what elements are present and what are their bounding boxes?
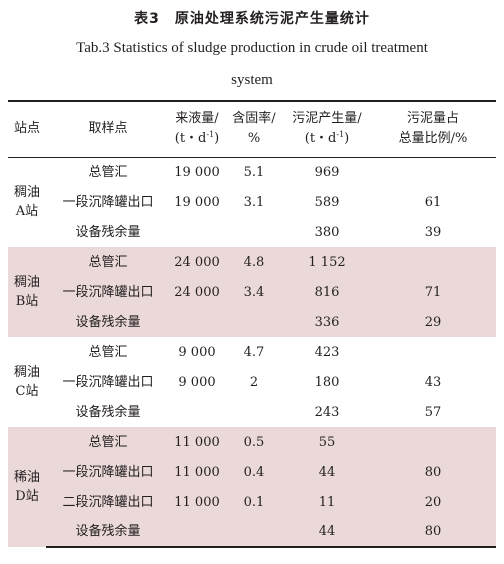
inflow-cell: 24 000 (170, 247, 224, 277)
station-cell: 稠油 A站 (13, 185, 40, 220)
table-row: 一段沉降罐出口 11 000 0.4 44 80 (8, 457, 496, 487)
sludge-cell: 336 (284, 307, 370, 337)
solid-content-cell: 0.1 (224, 487, 284, 517)
sludge-cell: 11 (284, 487, 370, 517)
ratio-cell (370, 157, 496, 187)
sample-point-cell: 一段沉降罐出口 (62, 374, 154, 390)
sample-point-cell: 设备残余量 (46, 517, 170, 548)
ratio-cell: 20 (370, 487, 496, 517)
sludge-cell: 44 (284, 457, 370, 487)
table-row: 设备残余量 336 29 (8, 307, 496, 337)
station-cell: 稠油 C站 (13, 365, 40, 399)
ratio-cell: 43 (424, 374, 442, 390)
station-cell: 稠油 B站 (8, 247, 46, 337)
ratio-cell: 80 (370, 517, 496, 548)
inflow-cell: 11 000 (170, 487, 224, 517)
sample-point-cell: 总管汇 (88, 344, 128, 360)
solid-content-cell: 5.1 (243, 164, 265, 180)
header-row: 站点 取样点 来液量/ (t・d-1) 含固率/ % 污泥产生量/ (t・d-1… (8, 100, 496, 158)
inflow-cell (170, 397, 224, 427)
ratio-cell: 71 (370, 277, 496, 307)
sample-point-cell: 一段沉降罐出口 (46, 277, 170, 307)
solid-content-cell: 0.5 (224, 427, 284, 457)
sludge-cell: 44 (284, 517, 370, 548)
solid-content-cell (224, 397, 284, 427)
sample-point-cell: 设备残余量 (46, 307, 170, 337)
table-row: 设备残余量 243 57 (8, 397, 496, 427)
table-row: 稠油 B站 总管汇 24 000 4.8 1 152 (8, 247, 496, 337)
ratio-cell: 57 (424, 404, 442, 420)
ratio-cell: 39 (424, 224, 442, 240)
sludge-cell: 589 (314, 194, 340, 210)
inflow-cell: 19 000 (174, 194, 220, 210)
ratio-cell: 61 (424, 194, 442, 210)
sludge-cell: 55 (284, 427, 370, 457)
inflow-cell (170, 217, 224, 247)
sludge-cell: 243 (314, 404, 340, 420)
sludge-statistics-table: 站点 取样点 来液量/ (t・d-1) 含固率/ % 污泥产生量/ (t・d-1… (8, 100, 496, 548)
inflow-cell: 9 000 (178, 344, 216, 360)
solid-content-cell: 4.7 (243, 344, 265, 360)
table-row: 设备残余量 44 80 (8, 517, 496, 548)
table-caption-cn: 表3 原油处理系统污泥产生量统计 (134, 11, 370, 27)
header-sludge-production: 污泥产生量/ (t・d-1) (284, 100, 370, 158)
table-row: 二段沉降罐出口 11 000 0.1 11 20 (8, 487, 496, 517)
solid-content-cell: 4.8 (224, 247, 284, 277)
sludge-cell: 816 (284, 277, 370, 307)
table-row: 一段沉降罐出口 24 000 3.4 816 71 (8, 277, 496, 307)
sludge-cell: 423 (314, 344, 340, 360)
ratio-cell (370, 247, 496, 277)
sludge-cell: 180 (314, 374, 340, 390)
inflow-cell: 19 000 (174, 164, 220, 180)
solid-content-cell (224, 517, 284, 548)
inflow-cell: 11 000 (170, 427, 224, 457)
ratio-cell: 29 (370, 307, 496, 337)
ratio-cell: 80 (370, 457, 496, 487)
table-row: 设备残余量 380 39 (8, 217, 496, 247)
sample-point-cell: 总管汇 (88, 164, 128, 180)
solid-content-cell (224, 307, 284, 337)
sludge-cell: 1 152 (284, 247, 370, 277)
sample-point-cell: 总管汇 (46, 427, 170, 457)
table-caption-en-cont: system (231, 72, 273, 88)
table-caption-en: Tab.3 Statistics of sludge production in… (76, 40, 428, 56)
sludge-cell: 380 (314, 224, 340, 240)
table-row: 稠油 C站 总管汇 9 000 4.7 423 (8, 337, 496, 400)
inflow-cell (170, 517, 224, 548)
sample-point-cell: 一段沉降罐出口 (46, 457, 170, 487)
solid-content-cell: 3.4 (224, 277, 284, 307)
inflow-cell (170, 307, 224, 337)
solid-content-cell: 3.1 (243, 194, 265, 210)
solid-content-cell: 0.4 (224, 457, 284, 487)
ratio-cell (370, 337, 496, 367)
table-row: 一段沉降罐出口 9 000 2 180 43 (8, 367, 496, 397)
table-row: 稀油 D站 总管汇 11 000 0.5 55 (8, 427, 496, 547)
sample-point-cell: 总管汇 (46, 247, 170, 277)
header-sludge-ratio: 污泥量占 总量比例/% (370, 100, 496, 158)
station-cell: 稀油 D站 (8, 427, 46, 547)
sample-point-cell: 一段沉降罐出口 (62, 194, 154, 210)
header-station: 站点 (8, 100, 46, 158)
header-solid-content: 含固率/ % (224, 100, 284, 158)
header-inflow: 来液量/ (t・d-1) (170, 100, 224, 158)
sample-point-cell: 设备残余量 (75, 404, 141, 420)
solid-content-cell: 2 (249, 374, 259, 390)
table-row: 一段沉降罐出口 19 000 3.1 589 61 (8, 187, 496, 217)
sample-point-cell: 设备残余量 (75, 224, 141, 240)
solid-content-cell (224, 217, 284, 247)
ratio-cell (370, 427, 496, 457)
inflow-cell: 24 000 (170, 277, 224, 307)
sludge-cell: 969 (314, 164, 340, 180)
table-row: 稠油 A站 总管汇 19 000 5.1 969 (8, 157, 496, 220)
inflow-cell: 11 000 (170, 457, 224, 487)
sample-point-cell: 二段沉降罐出口 (46, 487, 170, 517)
inflow-cell: 9 000 (178, 374, 216, 390)
header-sample-point: 取样点 (46, 100, 170, 158)
